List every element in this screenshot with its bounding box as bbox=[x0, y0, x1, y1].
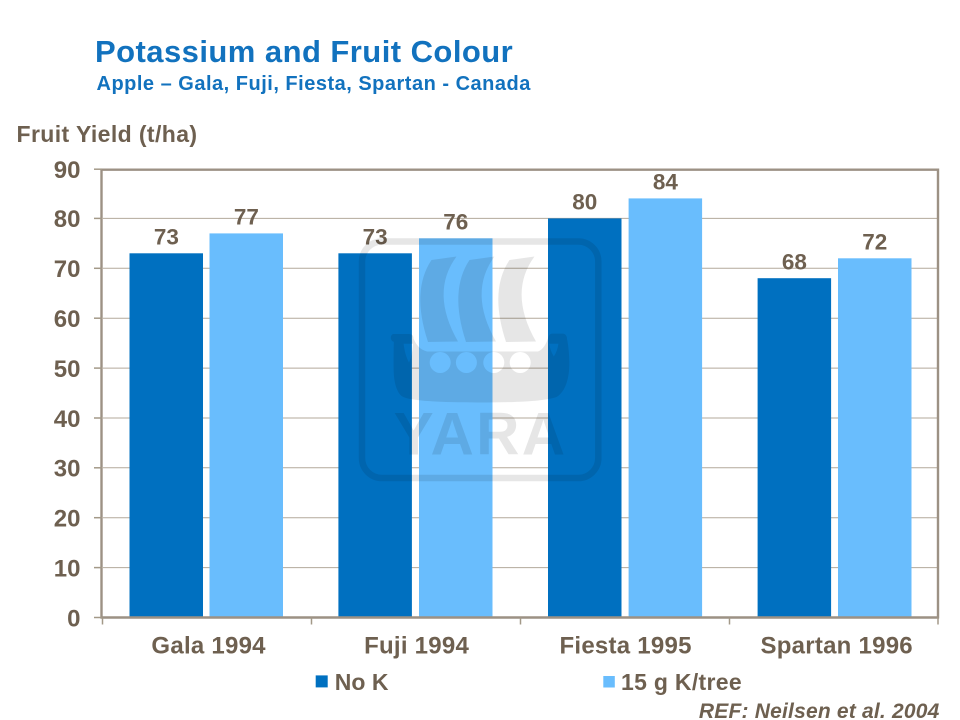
svg-text:84: 84 bbox=[653, 170, 679, 195]
svg-text:70: 70 bbox=[54, 256, 81, 283]
svg-text:Fuji 1994: Fuji 1994 bbox=[364, 632, 469, 659]
svg-text:Spartan 1996: Spartan 1996 bbox=[760, 632, 912, 659]
svg-text:77: 77 bbox=[234, 205, 259, 230]
svg-text:50: 50 bbox=[54, 356, 81, 383]
svg-text:80: 80 bbox=[572, 190, 597, 215]
svg-text:73: 73 bbox=[363, 225, 388, 250]
svg-text:76: 76 bbox=[443, 210, 468, 235]
svg-text:Fiesta 1995: Fiesta 1995 bbox=[560, 632, 692, 659]
svg-text:10: 10 bbox=[54, 555, 81, 582]
svg-text:0: 0 bbox=[67, 605, 80, 632]
svg-text:20: 20 bbox=[54, 506, 81, 533]
svg-text:Fruit Yield (t/ha): Fruit Yield (t/ha) bbox=[17, 121, 198, 147]
svg-text:40: 40 bbox=[54, 406, 81, 433]
svg-text:60: 60 bbox=[54, 306, 81, 333]
svg-text:72: 72 bbox=[862, 230, 887, 255]
svg-text:YARA: YARA bbox=[394, 401, 568, 468]
svg-text:73: 73 bbox=[154, 225, 179, 250]
svg-text:No K: No K bbox=[335, 669, 389, 695]
svg-text:Gala 1994: Gala 1994 bbox=[151, 632, 266, 659]
svg-text:Apple – Gala, Fuji, Fiesta, Sp: Apple – Gala, Fuji, Fiesta, Spartan - Ca… bbox=[97, 73, 532, 95]
svg-text:Potassium and Fruit Colour: Potassium and Fruit Colour bbox=[95, 34, 513, 69]
svg-text:15 g K/tree: 15 g K/tree bbox=[621, 669, 742, 695]
svg-text:30: 30 bbox=[54, 456, 81, 483]
svg-text:80: 80 bbox=[54, 206, 81, 233]
svg-text:REF: Neilsen et al. 2004: REF: Neilsen et al. 2004 bbox=[699, 700, 940, 720]
svg-text:68: 68 bbox=[782, 250, 807, 275]
svg-text:90: 90 bbox=[54, 157, 81, 184]
